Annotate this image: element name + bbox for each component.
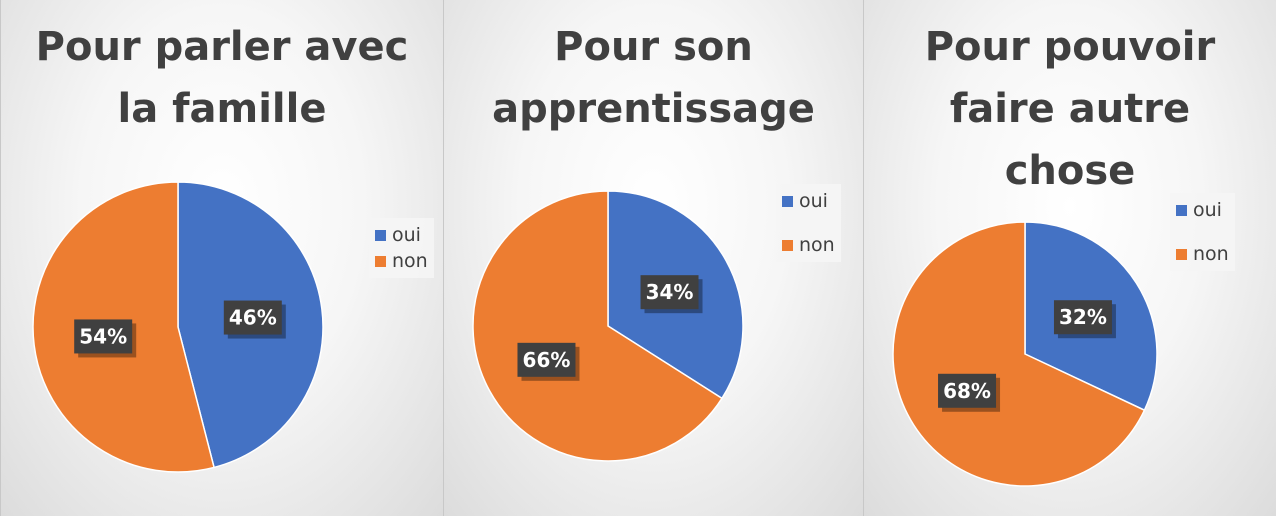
legend-item-oui: oui (782, 188, 835, 214)
legend-label-non: non (392, 250, 428, 272)
chart-title-line-2: apprentissage (492, 86, 815, 132)
chart-panel-autre-chose: Pour pouvoir faire autre chose 32% 68% ou… (863, 0, 1276, 516)
chart-title: Pour parler avec la famille (1, 16, 443, 140)
legend-swatch-non (782, 239, 793, 251)
data-label-text: 32% (1059, 305, 1107, 329)
legend-swatch-oui (1176, 204, 1187, 216)
data-label-text: 54% (79, 324, 127, 348)
data-label-box (517, 342, 576, 377)
data-label-oui: 34% (640, 275, 703, 314)
pie-chart: 32% 68% (892, 221, 1158, 487)
data-label-box (938, 373, 997, 408)
legend-label-non: non (1193, 243, 1229, 265)
data-label-non: 66% (517, 342, 580, 381)
legend-label-oui: oui (799, 190, 828, 212)
chart-title: Pour son apprentissage (444, 16, 863, 140)
legend-swatch-non (1176, 248, 1187, 260)
legend-label-oui: oui (392, 224, 421, 246)
data-label-non: 68% (938, 373, 1001, 412)
data-label-text: 68% (943, 379, 991, 403)
legend-item-oui: oui (375, 222, 428, 248)
chart-title-line-2: la famille (117, 86, 327, 132)
legend-swatch-oui (375, 229, 386, 241)
legend-label-non: non (799, 234, 835, 256)
data-label-text: 34% (646, 280, 694, 304)
chart-panel-famille: Pour parler avec la famille 46% 54% oui n… (0, 0, 443, 516)
legend-item-non: non (1176, 241, 1229, 267)
chart-title: Pour pouvoir faire autre chose (864, 16, 1276, 202)
chart-legend: oui non (369, 218, 434, 278)
chart-title-line-1: Pour son (554, 24, 753, 70)
legend-label-oui: oui (1193, 199, 1222, 221)
chart-legend: oui non (776, 184, 841, 262)
legend-swatch-oui (782, 195, 793, 207)
pie-slice-non (472, 190, 724, 462)
data-label-text: 46% (229, 306, 277, 330)
chart-title-line-1: Pour pouvoir (924, 24, 1216, 70)
data-label-oui: 32% (1053, 300, 1116, 339)
chart-panel-apprentissage: Pour son apprentissage 34% 66% oui non (443, 0, 863, 516)
data-label-oui: 46% (223, 300, 286, 339)
pie-chart: 34% 66% (472, 190, 744, 462)
legend-item-non: non (782, 232, 835, 258)
legend-swatch-non (375, 255, 386, 267)
chart-title-line-2: faire autre (949, 86, 1191, 132)
data-label-box (1053, 300, 1112, 335)
legend-item-oui: oui (1176, 197, 1229, 223)
data-label-box (640, 275, 699, 310)
chart-title-line-3: chose (1004, 148, 1136, 194)
pie-chart: 46% 54% (32, 181, 324, 473)
chart-title-line-1: Pour parler avec (35, 24, 409, 70)
data-label-box (74, 319, 133, 354)
data-label-box (223, 300, 282, 335)
data-label-text: 66% (523, 348, 571, 372)
legend-item-non: non (375, 248, 428, 274)
chart-legend: oui non (1170, 193, 1235, 271)
pie-slice-non (892, 221, 1146, 487)
data-label-non: 54% (74, 319, 137, 358)
